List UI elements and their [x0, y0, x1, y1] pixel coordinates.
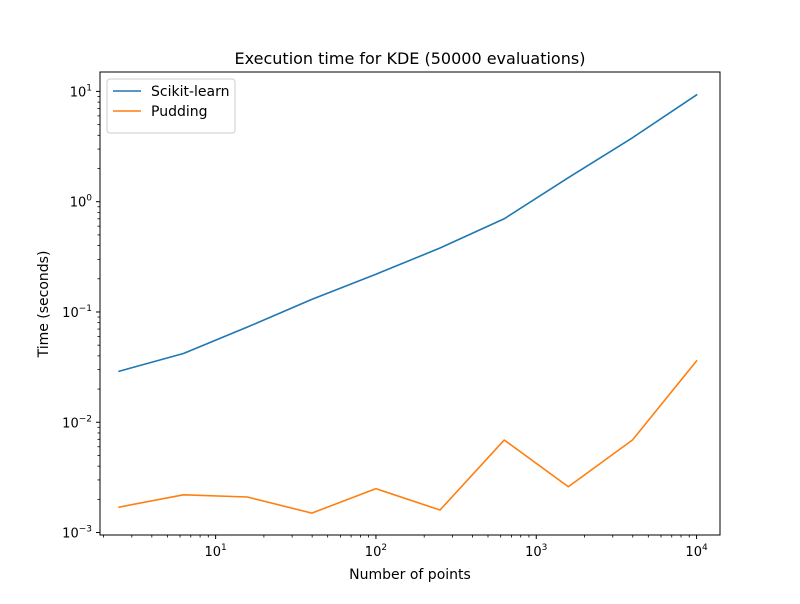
series-line-2 [118, 359, 698, 514]
y-tick-label: 10−1 [62, 304, 92, 321]
series-line-1 [118, 93, 698, 373]
x-tick-label: 104 [685, 543, 708, 560]
legend: Scikit-learn Pudding [106, 78, 236, 134]
y-tick-label: 100 [70, 194, 93, 211]
legend-label-2: Pudding [151, 104, 208, 120]
x-axis-label: Number of points [349, 567, 471, 583]
y-tick-label: 10−3 [62, 525, 92, 542]
x-tick-label: 103 [525, 543, 547, 560]
x-tick-label: 101 [204, 543, 226, 560]
y-tick-label: 10−2 [62, 414, 92, 431]
y-tick-label: 101 [70, 83, 92, 100]
y-axis-label: Time (seconds) [36, 251, 52, 359]
plot-area: 101 102 103 104 10−3 10−2 10−1 100 101 [62, 71, 721, 560]
x-tick-label: 102 [365, 543, 387, 560]
legend-frame [106, 78, 236, 134]
legend-label-1: Scikit-learn [151, 84, 229, 100]
chart-title: Execution time for KDE (50000 evaluation… [235, 49, 586, 68]
axes-frame [99, 71, 721, 536]
